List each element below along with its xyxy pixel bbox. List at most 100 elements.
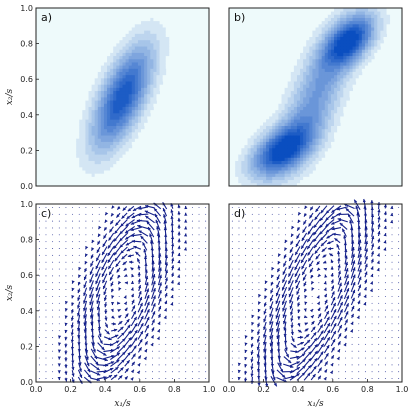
density-cell — [156, 55, 160, 60]
vector-arrow — [185, 275, 187, 277]
density-cell — [284, 87, 289, 92]
density-cell — [340, 23, 344, 28]
density-cell — [82, 144, 86, 149]
density-cell — [253, 141, 258, 146]
vector-arrow-head — [183, 240, 188, 244]
density-cell — [79, 151, 83, 155]
density-cell — [315, 55, 319, 60]
vector-arrow-head — [64, 329, 68, 334]
density-cell — [137, 81, 142, 85]
density-cell — [352, 20, 357, 25]
vector-arrow — [231, 343, 233, 345]
density-cell — [125, 42, 130, 47]
density-cell — [306, 154, 310, 158]
density-cell — [91, 151, 96, 155]
vector-arrow-head — [71, 302, 75, 306]
density-cell — [337, 109, 341, 114]
vector-arrow-head — [85, 245, 89, 250]
density-cell — [321, 144, 326, 149]
vector-arrow — [45, 289, 47, 291]
density-cell — [107, 52, 111, 57]
density-cell — [287, 138, 292, 142]
density-cell — [312, 116, 316, 120]
density-cell — [284, 100, 289, 104]
density-cell — [159, 20, 164, 25]
density-cell — [306, 122, 310, 127]
density-cell — [293, 81, 298, 85]
density-cell — [293, 173, 298, 177]
density-cell — [303, 65, 307, 69]
density-cell — [272, 122, 276, 127]
density-cell — [343, 17, 347, 22]
density-cell — [141, 116, 145, 120]
density-cell — [119, 81, 123, 85]
vector-arrow-head — [113, 238, 117, 242]
density-cell — [309, 173, 313, 177]
density-cell — [330, 128, 335, 133]
density-cell — [340, 62, 344, 66]
density-cell — [337, 27, 341, 31]
density-cell — [296, 173, 301, 177]
density-cell — [107, 58, 111, 63]
density-cell — [321, 90, 326, 95]
vector-arrow — [45, 254, 47, 256]
vector-arrow-head — [355, 205, 359, 210]
density-cell — [137, 90, 142, 95]
density-cell — [340, 116, 344, 120]
density-cell — [284, 154, 289, 158]
density-cell — [125, 100, 130, 104]
density-cell — [361, 20, 366, 25]
vector-arrow — [398, 248, 400, 249]
density-cell — [116, 122, 120, 127]
density-cell — [330, 122, 335, 127]
density-cell — [340, 58, 344, 63]
density-cell — [79, 119, 83, 123]
vector-arrow — [72, 241, 74, 243]
density-cell — [159, 81, 164, 85]
vector-arrow-head — [281, 294, 285, 298]
vector-arrow-head — [158, 290, 162, 294]
density-cell — [300, 170, 304, 174]
density-cell — [103, 71, 108, 76]
vector-arrow — [52, 357, 54, 359]
vector-arrow — [258, 213, 260, 215]
density-cell — [275, 131, 279, 136]
density-cell — [82, 141, 86, 146]
vector-arrow — [291, 206, 293, 208]
density-cell — [343, 74, 347, 79]
density-cell — [100, 141, 105, 146]
density-cell — [144, 74, 148, 79]
density-cell — [374, 11, 378, 15]
vector-arrow-head — [135, 251, 139, 256]
density-cell — [256, 160, 261, 165]
density-cell — [259, 144, 264, 149]
density-cell — [340, 90, 344, 95]
density-cell — [383, 11, 387, 15]
density-cell — [110, 97, 114, 101]
density-cell — [306, 103, 310, 107]
density-cell — [318, 109, 323, 114]
vector-arrow — [178, 357, 180, 359]
vector-arrow-head — [354, 199, 358, 204]
density-cell — [247, 147, 252, 152]
density-cell — [122, 97, 126, 101]
vector-arrow — [238, 206, 240, 208]
density-cell — [153, 23, 157, 28]
density-cell — [287, 97, 292, 101]
density-cell — [300, 68, 304, 72]
density-cell — [290, 166, 295, 171]
vector-arrow — [278, 234, 280, 236]
density-cell — [134, 58, 139, 63]
vector-arrow — [344, 364, 346, 366]
density-cell — [88, 147, 93, 152]
density-cell — [144, 97, 148, 101]
vector-arrow — [78, 254, 80, 256]
density-cell — [318, 103, 323, 107]
vector-arrow-head — [282, 374, 286, 378]
vector-arrow — [391, 378, 393, 380]
vector-arrow — [58, 289, 60, 291]
vector-arrow — [258, 248, 260, 249]
density-cell — [296, 109, 301, 114]
vector-arrow — [398, 206, 400, 208]
vector-arrow — [245, 234, 247, 236]
